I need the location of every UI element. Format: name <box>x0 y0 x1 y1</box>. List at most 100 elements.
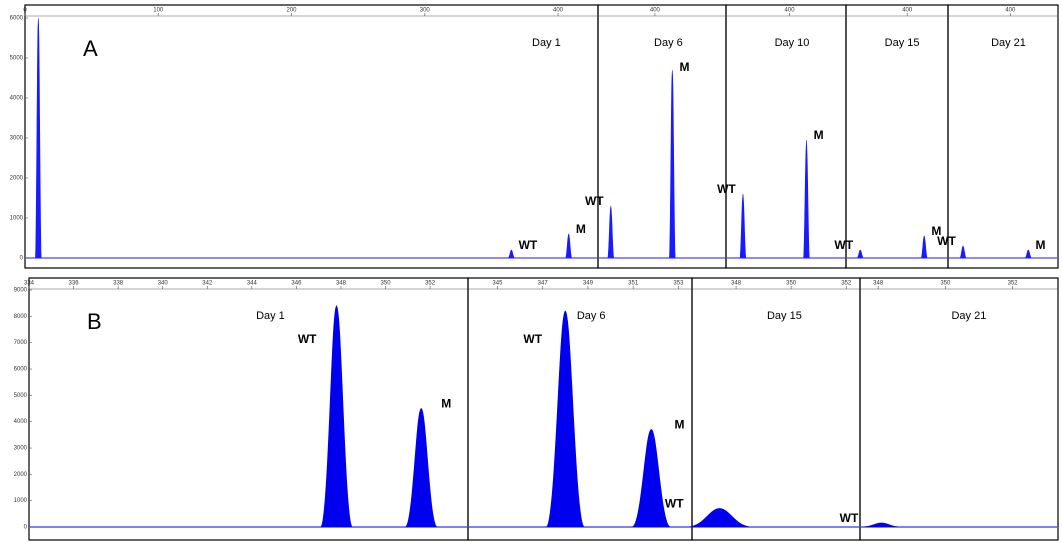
peak-label: M <box>931 224 941 238</box>
x-tick-label: 0 <box>23 8 27 14</box>
day-title: Day 15 <box>885 37 920 49</box>
chart-panel: 400 Day 10 WT M <box>717 4 847 269</box>
peak-label: WT <box>937 234 956 248</box>
x-tick-label: 400 <box>553 8 564 14</box>
y-tick-label: 5000 <box>14 393 28 399</box>
y-tick-label: 4000 <box>10 96 24 102</box>
x-tick-label: 336 <box>69 281 80 287</box>
peak-label: M <box>680 60 690 74</box>
x-tick-label: 347 <box>538 281 549 287</box>
y-tick-label: 2000 <box>14 472 28 478</box>
x-tick-label: 400 <box>785 8 796 14</box>
x-tick-label: 300 <box>420 8 431 14</box>
peak <box>404 408 438 528</box>
peak-label: WT <box>585 194 604 208</box>
x-tick-label: 352 <box>425 281 436 287</box>
day-title: Day 6 <box>654 37 683 49</box>
x-tick-label: 338 <box>113 281 124 287</box>
y-tick-label: 5000 <box>10 56 24 62</box>
day-title: Day 21 <box>991 37 1026 49</box>
x-tick-label: 100 <box>153 8 164 14</box>
peak-label: WT <box>523 332 542 346</box>
panel-letter: B <box>87 309 102 334</box>
chart-panel: 400 Day 15 WT M <box>834 4 949 269</box>
x-tick-label: 353 <box>673 281 684 287</box>
peak-label: WT <box>519 238 538 252</box>
chart-panel: 400 Day 21 WT M <box>937 4 1059 269</box>
y-tick-label: 6000 <box>10 16 24 22</box>
peak-label: WT <box>840 511 859 525</box>
chart-panel: 348 350 352 Day 21 WT <box>840 277 1059 541</box>
x-tick-label: 200 <box>287 8 298 14</box>
peak <box>565 233 573 259</box>
peak <box>320 305 353 528</box>
peak-label: M <box>1036 238 1046 252</box>
day-title: Day 15 <box>767 310 802 322</box>
y-tick-label: 0 <box>24 525 28 531</box>
peak <box>34 17 42 259</box>
y-tick-label: 2000 <box>10 176 24 182</box>
peak <box>739 193 747 259</box>
peak <box>1024 249 1032 259</box>
peak-label: WT <box>298 332 317 346</box>
y-tick-label: 9000 <box>14 288 28 294</box>
x-tick-label: 345 <box>492 281 503 287</box>
x-tick-label: 334 <box>24 281 35 287</box>
peak <box>862 522 901 528</box>
peak-label: M <box>441 397 451 411</box>
x-tick-label: 352 <box>1008 281 1019 287</box>
day-title: Day 21 <box>951 310 986 322</box>
y-tick-label: 1000 <box>10 216 24 222</box>
x-tick-label: 344 <box>247 281 258 287</box>
x-tick-label: 350 <box>786 281 797 287</box>
peak <box>856 249 864 259</box>
peak <box>545 310 585 528</box>
peak-label: WT <box>665 497 684 511</box>
peak-label: WT <box>834 238 853 252</box>
x-tick-label: 348 <box>873 281 884 287</box>
x-tick-label: 352 <box>841 281 852 287</box>
x-tick-label: 340 <box>158 281 169 287</box>
y-tick-label: 6000 <box>14 367 28 373</box>
y-tick-label: 7000 <box>14 340 28 346</box>
panel-frame <box>859 277 1059 541</box>
panel-letter: A <box>83 36 98 61</box>
peak <box>631 429 671 528</box>
peak-label: M <box>576 222 586 236</box>
x-tick-label: 348 <box>336 281 347 287</box>
y-tick-label: 4000 <box>14 419 28 425</box>
peak <box>507 249 515 259</box>
x-tick-label: 400 <box>1005 8 1016 14</box>
peak-label: M <box>674 418 684 432</box>
y-tick-label: 1000 <box>14 498 28 504</box>
peak <box>959 245 967 259</box>
x-tick-label: 342 <box>202 281 213 287</box>
chart-panel: 334 336 338 340 342 344 346 348 350 352 0 1000 2000 3… <box>14 277 469 541</box>
x-tick-label: 400 <box>650 8 661 14</box>
x-tick-label: 349 <box>583 281 594 287</box>
x-tick-label: 351 <box>628 281 639 287</box>
y-tick-label: 3000 <box>10 136 24 142</box>
peak <box>668 69 676 259</box>
x-tick-label: 400 <box>902 8 913 14</box>
x-tick-label: 350 <box>940 281 951 287</box>
x-tick-label: 346 <box>291 281 302 287</box>
peak <box>802 139 811 259</box>
panel-frame <box>947 4 1059 269</box>
x-tick-label: 350 <box>381 281 392 287</box>
peak <box>920 235 928 259</box>
day-title: Day 1 <box>532 37 561 49</box>
y-tick-label: 0 <box>20 256 24 262</box>
peak-label: WT <box>717 182 736 196</box>
day-title: Day 1 <box>256 310 285 322</box>
peak <box>687 508 752 528</box>
peak-label: M <box>814 128 824 142</box>
y-tick-label: 3000 <box>14 446 28 452</box>
chart-panel: 345 347 349 351 353 Day 6 WT M <box>467 277 693 541</box>
day-title: Day 10 <box>775 37 810 49</box>
x-tick-label: 348 <box>731 281 742 287</box>
chart-panel: 0 100 200 300 4000100020003000400050006000Da… <box>10 4 599 269</box>
day-title: Day 6 <box>577 310 606 322</box>
